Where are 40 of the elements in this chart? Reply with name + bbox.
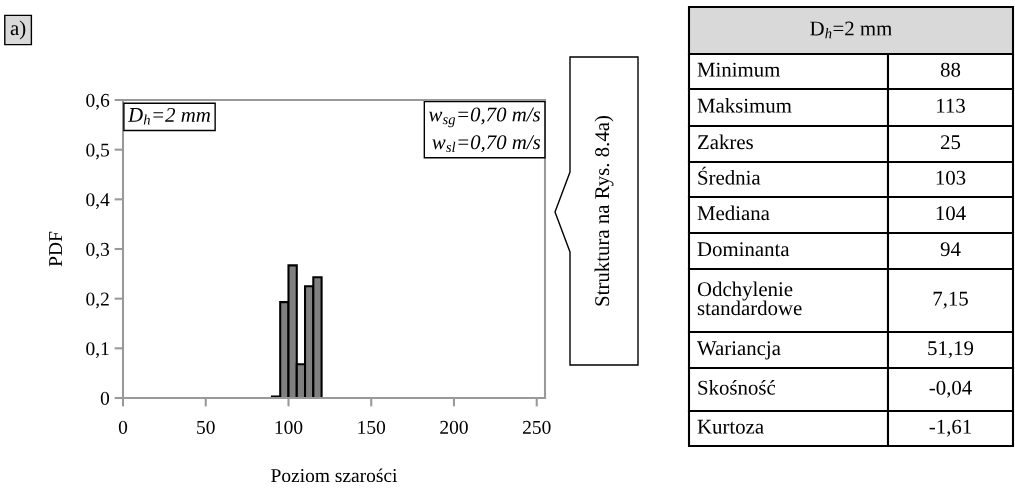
- y-axis-title: PDF: [49, 231, 62, 267]
- y-tick-label: 0,2: [86, 292, 109, 309]
- text: Struktura na Rys. 8.4a): [594, 115, 614, 306]
- annotation: D$_{h}$=2 mm: [127, 107, 210, 125]
- text: 94: [940, 242, 961, 257]
- text: D$_{h}$=2 mm: [810, 21, 892, 39]
- text: Odchylenie standardowe: [697, 281, 802, 316]
- y-tick-label: 0,5: [86, 143, 110, 160]
- annotation: w$_{sg}$=0,70 m/s w$_{sl}$=0,70 m/s: [428, 107, 541, 153]
- text: 113: [937, 98, 965, 113]
- y-tick-label: 0,1: [86, 342, 109, 359]
- y-tick-label: 0,4: [86, 193, 110, 210]
- text: Wariancja: [697, 341, 781, 360]
- y-tick-label: 0,6: [86, 93, 110, 110]
- x-tick-label: 50: [197, 420, 215, 434]
- text: Dominanta: [697, 242, 790, 257]
- text: 25: [941, 135, 961, 150]
- text: Zakres: [698, 134, 753, 150]
- text: a): [10, 20, 26, 40]
- text: Kurtoza: [697, 419, 764, 434]
- x-tick-label: 100: [275, 420, 303, 434]
- text: Skośność: [698, 380, 776, 395]
- text: Mediana: [697, 205, 770, 221]
- text: Maksimum: [697, 98, 792, 113]
- text: -1,61: [929, 419, 971, 437]
- text: Minimum: [697, 62, 781, 77]
- text: -0,04: [929, 380, 972, 398]
- y-tick-label: 0: [100, 391, 110, 405]
- text: 104: [936, 206, 966, 221]
- text: 88: [940, 62, 961, 77]
- text: 51,19: [928, 341, 974, 359]
- text: 7,15: [933, 291, 968, 309]
- x-tick-label: 0: [118, 420, 128, 434]
- x-tick-label: 150: [358, 420, 386, 434]
- x-tick-label: 200: [440, 420, 468, 434]
- text: 103: [936, 170, 966, 185]
- x-axis-title: Poziom szarości: [271, 468, 398, 483]
- x-tick-label: 250: [523, 420, 551, 434]
- y-tick-label: 0,3: [86, 242, 110, 259]
- text: Średnia: [698, 166, 761, 185]
